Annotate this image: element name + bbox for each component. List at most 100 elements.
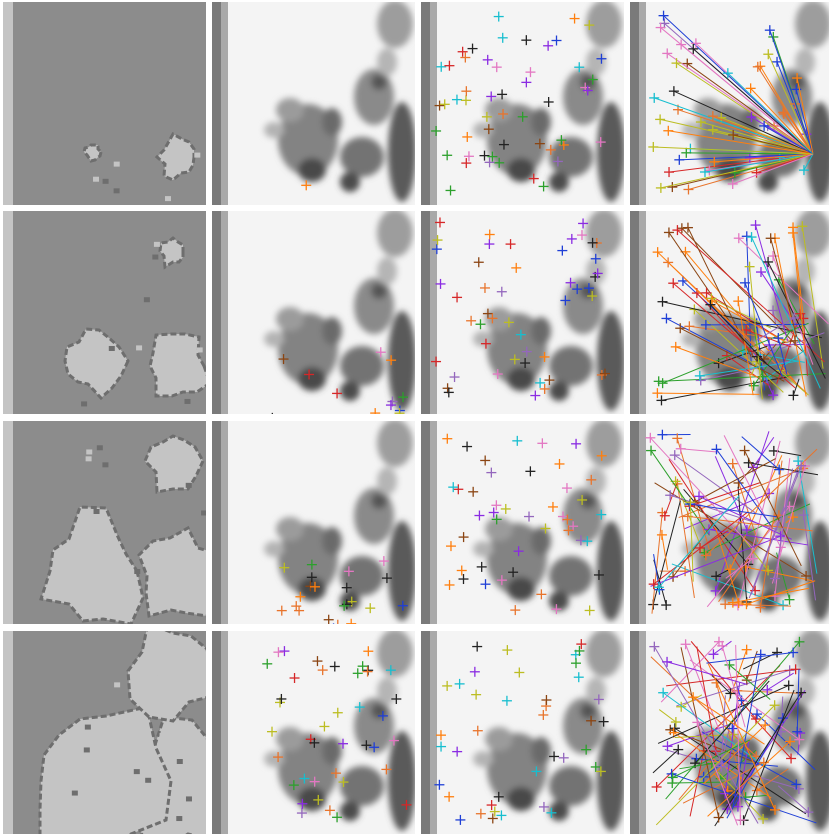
left-edge [221, 631, 228, 834]
keypoint-marker [483, 124, 494, 135]
correspondence-line [750, 88, 814, 155]
scene-blob [549, 556, 593, 596]
scene-blob [795, 211, 829, 257]
keypoint-marker [381, 573, 392, 584]
keypoint-marker [598, 716, 609, 727]
keypoint-marker [521, 35, 532, 46]
keypoint-marker [774, 464, 785, 475]
keypoint-marker [569, 13, 580, 24]
scene-blob [507, 367, 535, 391]
keypoint-marker [741, 524, 752, 535]
correspondence-line [732, 654, 762, 807]
keypoint-marker [530, 390, 541, 401]
scene-blob [549, 346, 593, 386]
image-canvas [212, 2, 415, 205]
image-canvas [212, 421, 415, 624]
mask-speck [93, 176, 100, 182]
keypoint-marker [596, 509, 607, 520]
keypoint-marker [750, 585, 761, 596]
keypoint-marker [675, 323, 686, 334]
keypoint-marker [323, 614, 334, 624]
keypoint-marker [377, 710, 388, 721]
left-edge [430, 421, 437, 624]
scene-blob [298, 787, 326, 811]
keypoint-marker [329, 661, 340, 672]
scene-blob [531, 737, 551, 765]
keypoint-marker [479, 150, 490, 161]
mask-canvas [3, 211, 206, 414]
correspondence-line [701, 731, 797, 785]
correspondence-line [680, 44, 814, 155]
keypoint-marker [752, 61, 763, 72]
scene-blob [388, 102, 415, 202]
scene-blob [473, 122, 493, 138]
keypoint-marker [458, 574, 469, 585]
mask-region [39, 505, 145, 624]
scene-blob [806, 731, 829, 831]
keypoint-marker [491, 500, 502, 511]
correspondence-line [692, 48, 814, 155]
correspondence-line [710, 304, 767, 364]
correspondence-line [658, 373, 826, 382]
keypoint-marker [662, 656, 673, 667]
mask-left-band [3, 631, 13, 834]
mask-speck [176, 759, 183, 765]
scene-blob [758, 556, 802, 596]
mask-speck [185, 796, 192, 802]
correspondence-line [779, 370, 809, 396]
keypoint-marker [457, 46, 468, 57]
keypoint-marker [565, 277, 576, 288]
scene-blob [586, 211, 622, 257]
correspondence-line [759, 460, 783, 608]
scene-blob [806, 102, 829, 202]
correspondence-line [769, 30, 814, 155]
left-edge [639, 421, 646, 624]
scene-blob [264, 331, 284, 347]
keypoint-marker [538, 709, 549, 720]
left-edge [421, 421, 430, 624]
left-edge [639, 2, 646, 205]
mask-speck [114, 682, 121, 688]
correspondence-line [666, 661, 748, 685]
scene-blob [298, 367, 326, 391]
left-edge [630, 421, 639, 624]
keypoint-marker [741, 599, 752, 610]
keypoint-marker [462, 441, 473, 452]
keypoint-marker [665, 490, 676, 501]
keypoint-marker [493, 11, 504, 22]
keypoint-marker [370, 408, 381, 414]
keypoint-marker [461, 86, 472, 97]
keypoint-marker [586, 715, 597, 726]
left-edge [630, 2, 639, 205]
correspondence-line [729, 455, 783, 570]
keypoint-marker [576, 230, 587, 241]
scene-blob [549, 137, 593, 177]
correspondence-line [694, 458, 776, 503]
correspondence-line [732, 153, 814, 185]
keypoint-marker [711, 571, 722, 582]
mask-speck [84, 724, 91, 730]
keypoint-marker [385, 400, 396, 411]
correspondence-line [745, 566, 813, 582]
keypoint-marker [534, 138, 545, 149]
correspondence-lines-row1 [630, 2, 829, 205]
correspondence-line [699, 530, 729, 549]
keypoint-marker [789, 312, 800, 323]
keypoint-marker [572, 284, 583, 295]
keypoint-marker [554, 458, 565, 469]
keypoint-marker [385, 665, 396, 676]
left-edge [430, 631, 437, 834]
keypoint-marker [489, 806, 500, 817]
keypoints-image-row4 [212, 631, 415, 834]
keypoint-marker [700, 550, 711, 561]
image-canvas [630, 2, 829, 205]
keypoint-marker [695, 375, 706, 386]
keypoint-marker [337, 619, 339, 624]
scene-blob [806, 521, 829, 621]
mask-speck [159, 777, 166, 783]
keypoint-marker [525, 67, 536, 78]
keypoint-marker [735, 815, 746, 826]
scene-blob [371, 74, 387, 90]
scene-blob [298, 577, 326, 601]
correspondence-line [792, 378, 800, 396]
